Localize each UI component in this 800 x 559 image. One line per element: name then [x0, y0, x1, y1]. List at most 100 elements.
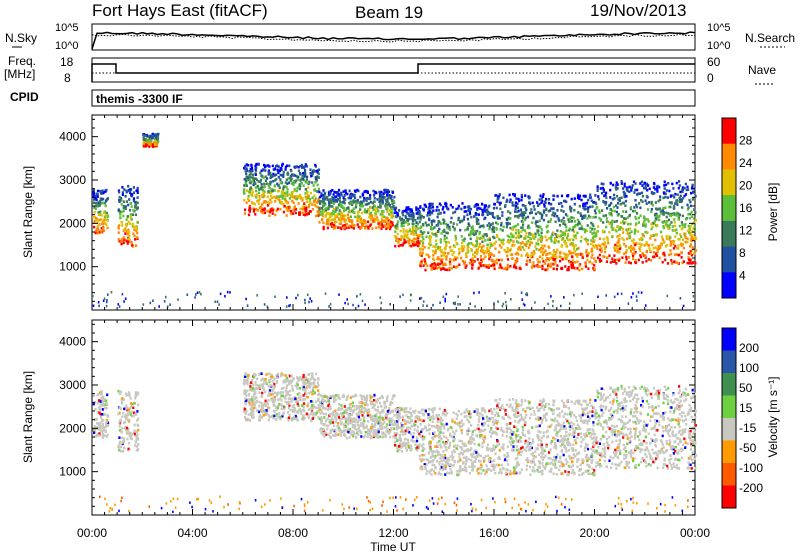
- echo-cell: [269, 416, 271, 419]
- echo-cell: [93, 305, 95, 308]
- echo-cell: [677, 247, 679, 250]
- echo-cell: [571, 220, 573, 223]
- echo-cell: [640, 243, 642, 246]
- echo-cell: [480, 225, 482, 228]
- echo-cell: [305, 393, 307, 396]
- echo-cell: [132, 233, 134, 236]
- frequency-label: Freq.: [8, 54, 36, 68]
- echo-cell: [471, 267, 473, 270]
- echo-cell: [274, 189, 276, 192]
- echo-cell: [390, 216, 392, 219]
- echo-cell: [594, 194, 596, 197]
- echo-cell: [246, 390, 248, 393]
- echo-cell: [274, 296, 276, 299]
- echo-cell: [456, 223, 458, 226]
- echo-cell: [270, 384, 272, 387]
- echo-cell: [654, 214, 656, 217]
- echo-cell: [98, 301, 100, 304]
- echo-cell: [614, 210, 616, 213]
- echo-cell: [499, 244, 501, 247]
- echo-cell: [435, 243, 437, 246]
- echo-cell: [397, 212, 399, 215]
- echo-cell: [263, 177, 265, 180]
- echo-cell: [673, 205, 675, 208]
- echo-cell: [616, 206, 618, 209]
- echo-cell: [364, 227, 366, 230]
- echo-cell: [557, 195, 559, 198]
- echo-cell: [372, 202, 374, 205]
- echo-cell: [581, 293, 583, 296]
- echo-cell: [559, 224, 561, 227]
- echo-cell: [119, 305, 121, 308]
- echo-cell: [443, 254, 445, 257]
- echo-cell: [344, 405, 346, 408]
- echo-cell: [382, 436, 384, 439]
- echo-cell: [278, 403, 280, 406]
- echo-cell: [303, 414, 305, 417]
- echo-cell: [381, 210, 383, 213]
- echo-cell: [357, 199, 359, 202]
- echo-cell: [254, 397, 256, 400]
- echo-cell: [261, 408, 263, 411]
- echo-cell: [104, 298, 106, 301]
- echo-cell: [576, 267, 578, 270]
- echo-cell: [567, 239, 569, 242]
- echo-cell: [305, 188, 307, 191]
- echo-cell: [135, 225, 137, 228]
- echo-cell: [270, 174, 272, 177]
- echo-cell: [270, 201, 272, 204]
- echo-cell: [349, 219, 351, 222]
- echo-cell: [569, 228, 571, 231]
- nave-tick-bottom: 0: [707, 71, 714, 85]
- echo-cell: [681, 199, 683, 202]
- echo-cell: [694, 211, 696, 214]
- echo-cell: [288, 402, 290, 405]
- echo-cell: [575, 237, 577, 240]
- echo-cell: [445, 244, 447, 247]
- echo-cell: [646, 202, 648, 205]
- echo-cell: [434, 252, 436, 255]
- echo-cell: [540, 235, 542, 238]
- echo-cell: [313, 378, 315, 381]
- echo-cell: [509, 236, 511, 239]
- echo-cell: [446, 237, 448, 240]
- echo-cell: [311, 181, 313, 184]
- echo-cell: [454, 256, 456, 259]
- echo-cell: [602, 221, 604, 224]
- echo-cell: [279, 397, 281, 400]
- echo-cell: [439, 302, 441, 305]
- echo-cell: [554, 255, 556, 258]
- echo-cell: [258, 411, 260, 414]
- echo-cell: [692, 198, 694, 201]
- echo-cell: [520, 199, 522, 202]
- echo-cell: [127, 411, 129, 414]
- echo-cell: [670, 215, 672, 218]
- echo-cell: [260, 210, 262, 213]
- echo-cell: [405, 221, 407, 224]
- echo-cell: [597, 195, 599, 198]
- echo-cell: [479, 243, 481, 246]
- echo-cell: [600, 259, 602, 262]
- echo-cell: [511, 228, 513, 231]
- echo-cell: [635, 259, 637, 262]
- echo-cell: [315, 177, 317, 180]
- echo-cell: [487, 249, 489, 252]
- echo-cell: [282, 187, 284, 190]
- echo-cell: [619, 226, 621, 229]
- echo-cell: [290, 210, 292, 213]
- echo-cell: [632, 184, 634, 187]
- echo-cell: [322, 197, 324, 200]
- echo-cell: [259, 207, 261, 210]
- echo-cell: [673, 218, 675, 221]
- echo-cell: [268, 379, 270, 382]
- echo-cell: [578, 269, 580, 272]
- echo-cell: [451, 249, 453, 252]
- echo-cell: [309, 172, 311, 175]
- echo-cell: [299, 194, 301, 197]
- echo-cell: [476, 203, 478, 206]
- echo-cell: [312, 208, 314, 211]
- echo-cell: [132, 209, 134, 212]
- echo-cell: [279, 178, 281, 181]
- echo-cell: [258, 195, 260, 198]
- echo-cell: [103, 211, 105, 214]
